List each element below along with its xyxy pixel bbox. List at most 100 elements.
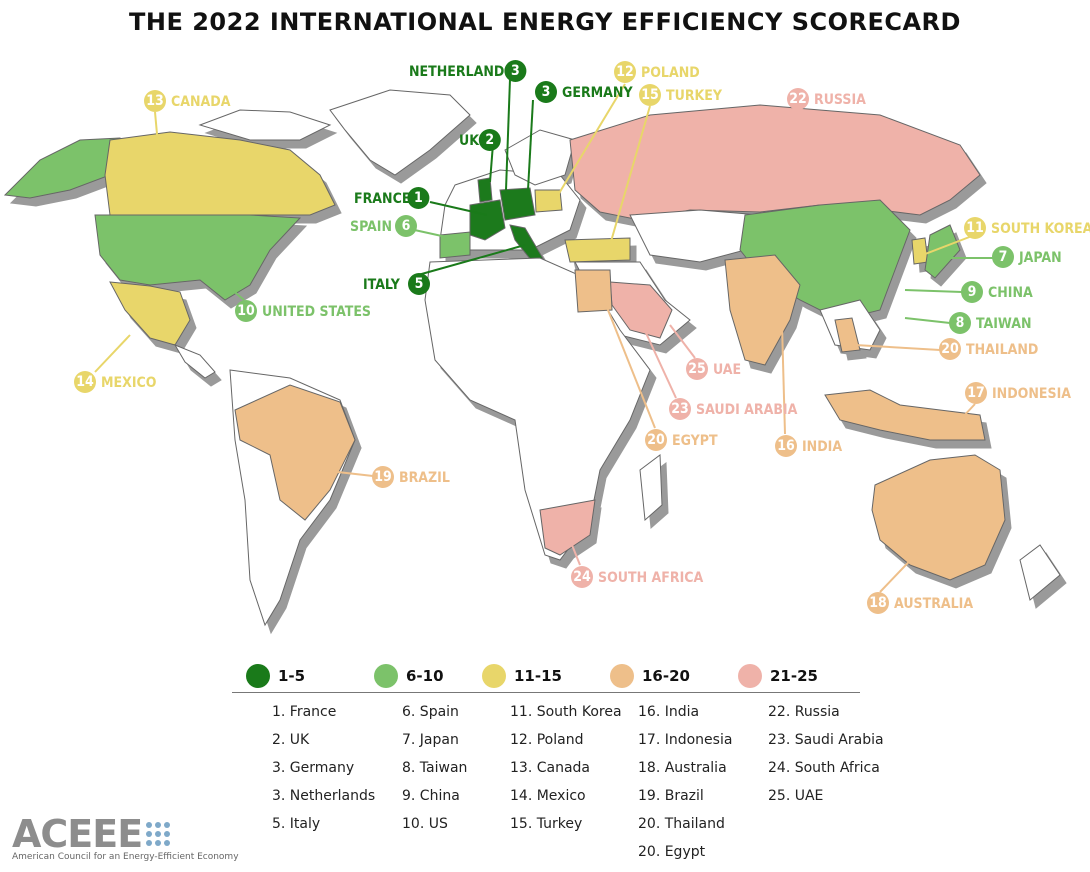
country-name: EGYPT <box>672 433 718 449</box>
ranking-item: 19. Brazil <box>638 788 704 804</box>
land-indonesia <box>824 389 986 441</box>
country-name: SPAIN <box>350 219 392 235</box>
country-label-uae: UAE 25 <box>686 358 741 380</box>
country-name: UAE <box>713 362 741 378</box>
ranking-item: 12. Poland <box>510 732 584 748</box>
land-spain <box>439 231 471 259</box>
country-name: CANADA <box>171 94 231 110</box>
rank-number: 22 <box>789 91 807 107</box>
country-name: SOUTH KOREA <box>991 221 1090 237</box>
rank-number: 19 <box>374 469 392 485</box>
country-label-south-korea: SOUTH KOREA 11 <box>964 217 1090 239</box>
rank-number: 5 <box>415 276 424 292</box>
country-label-turkey: TURKEY 15 <box>639 84 723 106</box>
land-greenland <box>329 89 471 176</box>
land-germany-nl <box>499 187 536 221</box>
rank-number: 3 <box>542 84 551 100</box>
rank-number: 20 <box>647 432 665 448</box>
rank-number: 13 <box>146 93 164 109</box>
rank-badge <box>407 187 430 209</box>
rank-number: 10 <box>237 303 255 319</box>
rank-number: 1 <box>414 190 423 206</box>
land-usa <box>94 214 302 301</box>
rank-number: 6 <box>402 218 411 234</box>
logo-wordmark: ACEEE <box>12 812 143 856</box>
country-name: SAUDI ARABIA <box>696 402 798 418</box>
rank-badge <box>775 435 797 457</box>
rank-badge <box>535 81 557 103</box>
ranking-column-2: 6. Spain 7. Japan 8. Taiwan 9. China 10.… <box>402 702 467 842</box>
rank-number: 18 <box>869 595 887 611</box>
country-label-united-states: UNITED STATES 10 <box>235 300 371 322</box>
rank-number: 24 <box>573 569 591 585</box>
rank-badge <box>787 88 809 110</box>
ranking-item: 23. Saudi Arabia <box>768 732 884 748</box>
country-label-france: FRANCE 1 <box>354 187 430 209</box>
country-name: JAPAN <box>1018 250 1062 266</box>
legend-swatch <box>738 664 762 688</box>
rank-badge <box>949 312 971 334</box>
ranking-item: 3. Germany <box>272 760 355 776</box>
country-label-uk: UK 2 <box>459 129 501 151</box>
rank-number: 11 <box>966 220 984 236</box>
country-label-mexico: MEXICO 14 <box>74 371 157 393</box>
rank-badge <box>408 273 430 295</box>
legend-swatch <box>482 664 506 688</box>
country-name: AUSTRALIA <box>894 596 973 612</box>
land-new-zealand <box>1019 544 1061 601</box>
rank-badge <box>235 300 257 322</box>
legend-range-label: 6-10 <box>406 667 444 685</box>
rank-badge <box>939 338 961 360</box>
rank-badge <box>964 217 986 239</box>
ranking-item: 18. Australia <box>638 760 727 776</box>
ranking-item: 20. Thailand <box>638 816 725 832</box>
ranking-item: 11. South Korea <box>510 704 622 720</box>
ranking-item: 1. France <box>272 704 337 720</box>
country-label-saudi-arabia: SAUDI ARABIA 23 <box>669 398 798 420</box>
legend-range-label: 11-15 <box>514 667 562 685</box>
country-label-italy: ITALY 5 <box>363 273 430 295</box>
land-madagascar <box>639 454 663 522</box>
rank-number: 3 <box>511 63 520 79</box>
legend-tier-1: 1-5 <box>246 664 305 688</box>
legend-range-label: 1-5 <box>278 667 306 685</box>
rank-badge <box>669 398 691 420</box>
country-name: TURKEY <box>666 88 723 104</box>
aceee-logo: ACEEE American Council for an Energy-Eff… <box>12 812 239 862</box>
land-turkey <box>564 237 631 263</box>
country-name: INDIA <box>802 439 842 455</box>
land-poland <box>534 189 563 213</box>
country-name: POLAND <box>641 65 700 81</box>
ranking-column-5: 22. Russia 23. Saudi Arabia 24. South Af… <box>768 702 884 814</box>
ranking-item: 9. China <box>402 788 460 804</box>
country-label-taiwan: TAIWAN 8 <box>949 312 1032 334</box>
rank-badge <box>504 60 527 82</box>
rank-number: 12 <box>616 64 634 80</box>
country-name: INDONESIA <box>992 386 1071 402</box>
rank-badge <box>372 466 394 488</box>
ranking-item: 22. Russia <box>768 704 840 720</box>
rank-badge <box>614 61 636 83</box>
country-name: GERMANY <box>562 85 633 101</box>
land-central-america <box>173 343 216 379</box>
rank-badge <box>478 129 501 151</box>
legend-tier-2: 6-10 <box>374 664 444 688</box>
ranking-item: 15. Turkey <box>510 816 583 832</box>
legend-range-label: 21-25 <box>770 667 818 685</box>
land-arctic-islands <box>198 109 332 141</box>
rank-number: 20 <box>941 341 959 357</box>
country-label-indonesia: INDONESIA 17 <box>965 382 1071 404</box>
rank-badge <box>867 592 889 614</box>
ranking-item: 24. South Africa <box>768 760 880 776</box>
legend-tier-5: 21-25 <box>738 664 818 688</box>
land-russia <box>569 104 981 221</box>
country-label-germany: GERMANY 3 <box>535 81 633 103</box>
legend-tier-3: 11-15 <box>482 664 562 688</box>
legend-tier-4: 16-20 <box>610 664 690 688</box>
logo-dots <box>146 822 171 846</box>
rank-badge <box>395 215 417 237</box>
rank-number: 25 <box>688 361 706 377</box>
